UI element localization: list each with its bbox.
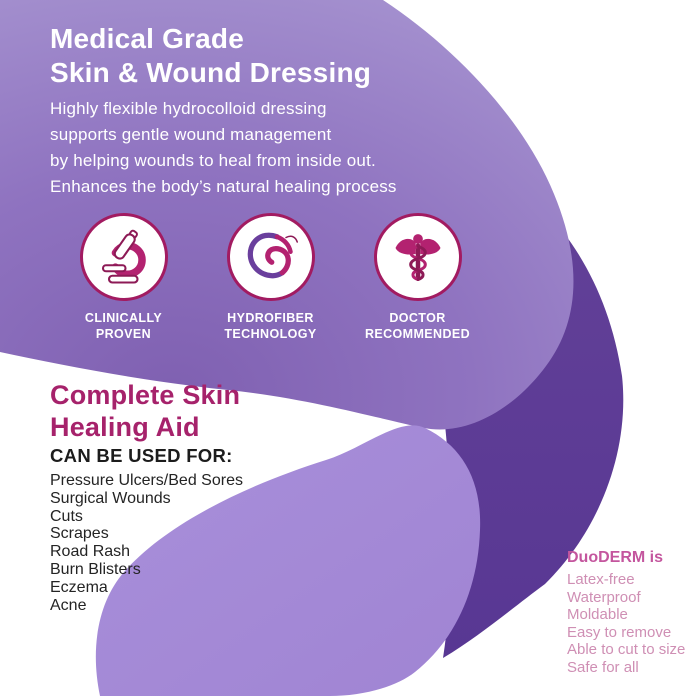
badge-label: HYDROFIBER TECHNOLOGY [224, 310, 316, 342]
duoderm-feature-item: Moldable [567, 606, 628, 624]
badge-circle [226, 213, 315, 301]
intro-description: Highly flexible hydrocolloid dressing su… [50, 96, 470, 200]
use-case-item: Eczema [50, 578, 108, 596]
badge-label: DOCTOR RECOMMENDED [365, 310, 470, 342]
page-title-line2: Skin & Wound Dressing [50, 57, 372, 88]
badge-label-line2: TECHNOLOGY [224, 327, 317, 341]
use-case-item: Pressure Ulcers/Bed Sores [50, 472, 243, 489]
badge-doctor-recommended: DOCTOR RECOMMENDED [344, 213, 491, 342]
badge-label-line2: RECOMMENDED [364, 327, 471, 341]
can-be-used-for-heading: CAN BE USED FOR: [50, 445, 233, 466]
use-case-item: Surgical Wounds [50, 489, 171, 507]
healing-aid-title-line2: Healing Aid [50, 412, 200, 442]
microscope-icon [101, 229, 146, 284]
duoderm-features-panel: DuoDERM is Latex-free Waterproof Moldabl… [567, 548, 685, 677]
badge-label-line1: HYDROFIBER [227, 311, 314, 325]
page-title: Medical Grade Skin & Wound Dressing [50, 22, 371, 90]
use-case-item: Cuts [50, 507, 83, 525]
duoderm-feature-item: Latex-free [567, 571, 635, 588]
duoderm-feature-list: Latex-free Waterproof Moldable Easy to r… [567, 571, 685, 677]
badge-clinically-proven: CLINICALLY PROVEN [50, 213, 197, 342]
description-line: Highly flexible hydrocolloid dressing [50, 99, 327, 118]
use-case-item: Road Rash [50, 543, 131, 561]
badge-circle [79, 213, 168, 301]
page-title-line1: Medical Grade [50, 23, 245, 54]
hydrofiber-swirl-icon [247, 232, 298, 279]
purple-top-shape [0, 0, 574, 430]
feature-badges-row: CLINICALLY PROVEN HYDROFIBER TECHNOLOGY [50, 213, 492, 342]
duoderm-feature-item: Safe for all [567, 658, 639, 676]
use-case-item: Burn Blisters [50, 560, 141, 578]
healing-aid-title: Complete Skin Healing Aid [50, 379, 240, 443]
badge-label-line1: DOCTOR [389, 311, 446, 325]
duoderm-feature-item: Easy to remove [567, 623, 672, 641]
description-line: by helping wounds to heal from inside ou… [50, 151, 376, 170]
badge-label-line2: PROVEN [95, 327, 152, 341]
light-blob-shape [95, 425, 481, 696]
badge-label-line1: CLINICALLY [84, 311, 163, 325]
badge-label: CLINICALLY PROVEN [85, 310, 162, 342]
badge-circle [373, 213, 462, 301]
use-case-item: Acne [50, 596, 87, 614]
badge-hydrofiber-technology: HYDROFIBER TECHNOLOGY [197, 213, 344, 342]
description-line: Enhances the body’s natural healing proc… [50, 177, 397, 196]
duoderm-feature-item: Able to cut to size [567, 641, 686, 659]
caduceus-icon [395, 234, 440, 281]
description-line: supports gentle wound management [50, 125, 332, 144]
healing-aid-title-line1: Complete Skin [50, 380, 241, 410]
duoderm-title: DuoDERM is [567, 549, 663, 566]
use-case-list: Pressure Ulcers/Bed Sores Surgical Wound… [50, 472, 243, 614]
use-case-item: Scrapes [50, 525, 109, 543]
duoderm-feature-item: Waterproof [567, 588, 641, 606]
